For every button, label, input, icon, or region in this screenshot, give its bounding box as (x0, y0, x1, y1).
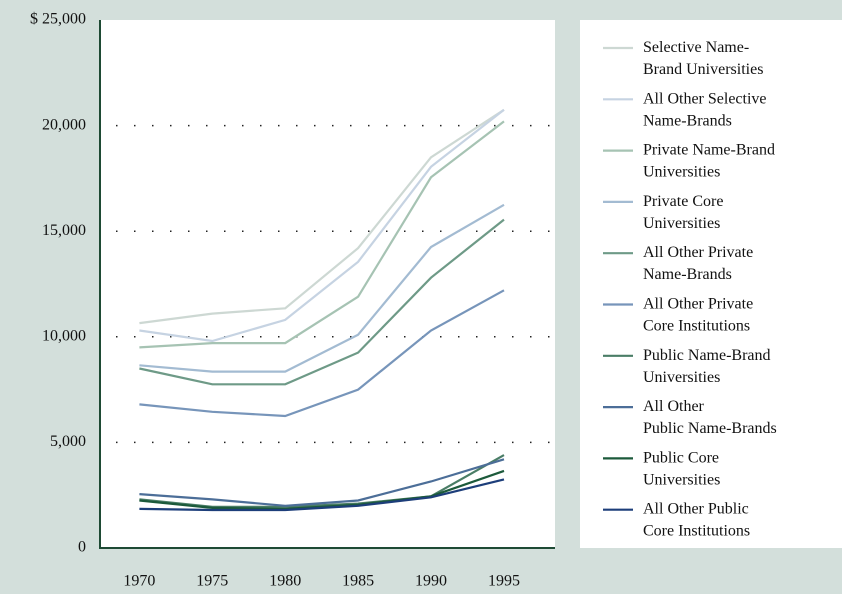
series-line (139, 218, 505, 386)
legend-label: Public Core Universities (643, 449, 720, 488)
y-tick-label: 10,000 (42, 327, 86, 344)
legend-label: Selective Name-Brand Universities (643, 39, 763, 78)
y-tick-label: $ 25,000 (30, 11, 86, 28)
series-line (139, 120, 505, 349)
x-tick-label: 1990 (415, 573, 447, 590)
legend-box (580, 20, 842, 548)
legend-label: Public Name-Brand Universities (643, 346, 771, 385)
legend-label: Private Core Universities (643, 193, 723, 232)
x-tick-label: 1970 (123, 573, 155, 590)
y-tick-label: 20,000 (42, 116, 86, 133)
legend-label: All Other Private Name-Brands (643, 244, 753, 283)
legend-label: All Other Public Core Institutions (643, 500, 750, 539)
legend-label: All Other Public Name-Brands (643, 398, 777, 437)
series-line (139, 458, 505, 507)
series-line (139, 289, 505, 418)
legend-label: All Other Selective Name-Brands (643, 90, 767, 129)
x-tick-label: 1975 (196, 573, 228, 590)
legend-label: All Other Private Core Institutions (643, 295, 753, 334)
y-tick-label: 0 (78, 539, 86, 556)
legend-label: Private Name-Brand Universities (643, 141, 775, 180)
plot-area (100, 20, 555, 548)
series-line (139, 108, 505, 325)
x-tick-label: 1985 (342, 573, 374, 590)
y-tick-label: 15,000 (42, 222, 86, 239)
series-line (139, 108, 505, 343)
x-tick-label: 1995 (488, 573, 520, 590)
x-tick-label: 1980 (269, 573, 301, 590)
series-line (139, 478, 505, 512)
y-tick-label: 5,000 (50, 433, 86, 450)
series-line (139, 203, 505, 373)
